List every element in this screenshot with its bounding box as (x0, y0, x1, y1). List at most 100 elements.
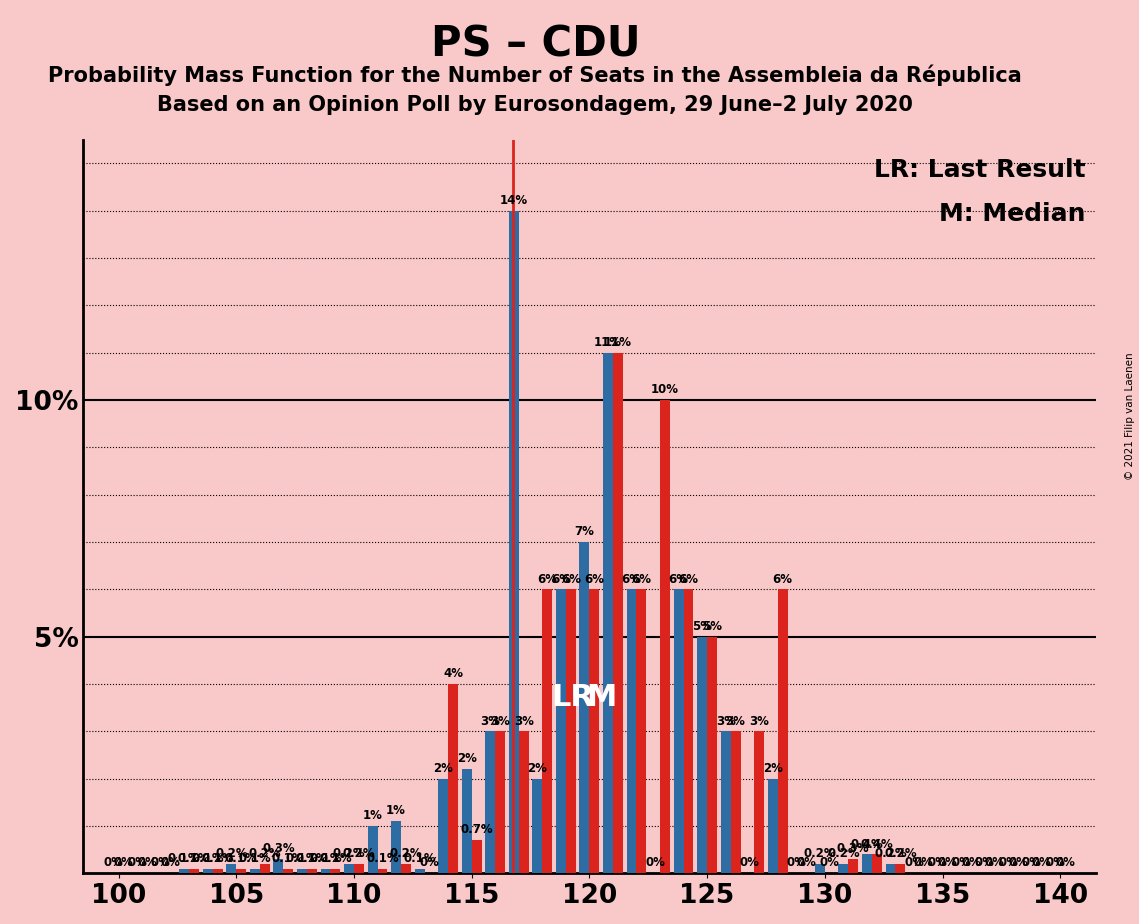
Text: 0%: 0% (961, 857, 981, 869)
Bar (472, 840, 482, 873)
Text: 6%: 6% (551, 573, 571, 586)
Bar (721, 731, 730, 873)
Text: 0%: 0% (739, 857, 760, 869)
Bar (518, 731, 528, 873)
Bar (659, 400, 670, 873)
Text: 6%: 6% (584, 573, 605, 586)
Text: 1%: 1% (386, 805, 405, 818)
Text: © 2021 Filip van Laenen: © 2021 Filip van Laenen (1125, 352, 1134, 480)
Bar (838, 864, 849, 873)
Bar (284, 869, 293, 873)
Bar (814, 864, 825, 873)
Text: 0%: 0% (820, 857, 839, 869)
Bar (556, 590, 566, 873)
Text: 0%: 0% (161, 857, 180, 869)
Text: 0.2%: 0.2% (343, 847, 375, 860)
Bar (509, 211, 518, 873)
Text: 2%: 2% (433, 762, 453, 775)
Text: 5%: 5% (702, 620, 722, 633)
Text: 0.1%: 0.1% (286, 852, 318, 865)
Bar (368, 826, 377, 873)
Bar (461, 769, 472, 873)
Bar (401, 864, 411, 873)
Bar (683, 590, 694, 873)
Text: 0.4%: 0.4% (851, 837, 884, 851)
Text: 6%: 6% (679, 573, 698, 586)
Bar (768, 779, 778, 873)
Bar (189, 869, 199, 873)
Text: 0.2%: 0.2% (215, 847, 247, 860)
Text: 0.2%: 0.2% (884, 847, 917, 860)
Text: M: M (585, 684, 616, 712)
Text: 0.1%: 0.1% (167, 852, 200, 865)
Text: 7%: 7% (574, 525, 595, 538)
Text: 3%: 3% (481, 714, 500, 727)
Text: 10%: 10% (652, 383, 679, 396)
Text: 6%: 6% (669, 573, 689, 586)
Text: 0.1%: 0.1% (295, 852, 328, 865)
Text: 0.1%: 0.1% (191, 852, 224, 865)
Text: 0%: 0% (796, 857, 817, 869)
Bar (330, 869, 341, 873)
Text: Probability Mass Function for the Number of Seats in the Assembleia da Républica: Probability Mass Function for the Number… (49, 65, 1022, 86)
Bar (849, 859, 858, 873)
Bar (637, 590, 646, 873)
Text: 2%: 2% (527, 762, 548, 775)
Text: 11%: 11% (593, 336, 622, 349)
Text: 4%: 4% (443, 667, 464, 680)
Text: 2%: 2% (457, 752, 476, 765)
Text: 0.1%: 0.1% (319, 852, 352, 865)
Text: 0.1%: 0.1% (224, 852, 257, 865)
Text: 0.4%: 0.4% (860, 837, 893, 851)
Bar (589, 590, 599, 873)
Bar (580, 542, 589, 873)
Text: 0%: 0% (104, 857, 123, 869)
Text: 0.2%: 0.2% (333, 847, 366, 860)
Text: 6%: 6% (622, 573, 641, 586)
Bar (415, 869, 425, 873)
Text: 0%: 0% (419, 857, 440, 869)
Text: 0.3%: 0.3% (837, 843, 869, 856)
Bar (213, 869, 222, 873)
Text: 6%: 6% (560, 573, 581, 586)
Text: 0%: 0% (951, 857, 972, 869)
Bar (377, 869, 387, 873)
Bar (566, 590, 575, 873)
Text: LR: Last Result: LR: Last Result (874, 158, 1085, 182)
Bar (306, 869, 317, 873)
Bar (673, 590, 683, 873)
Bar (203, 869, 213, 873)
Text: M: Median: M: Median (939, 202, 1085, 226)
Text: 0.2%: 0.2% (874, 847, 907, 860)
Bar (697, 637, 707, 873)
Text: 3%: 3% (715, 714, 736, 727)
Text: 1%: 1% (362, 809, 383, 822)
Bar (179, 869, 189, 873)
Text: 0.7%: 0.7% (460, 823, 493, 836)
Bar (885, 864, 895, 873)
Bar (320, 869, 330, 873)
Text: 0%: 0% (1032, 857, 1051, 869)
Text: PS – CDU: PS – CDU (431, 23, 640, 65)
Text: 0%: 0% (904, 857, 924, 869)
Text: 3%: 3% (726, 714, 746, 727)
Text: 3%: 3% (490, 714, 510, 727)
Bar (249, 869, 260, 873)
Text: 11%: 11% (604, 336, 632, 349)
Bar (542, 590, 552, 873)
Text: 3%: 3% (749, 714, 769, 727)
Text: 0%: 0% (128, 857, 147, 869)
Text: 0%: 0% (937, 857, 958, 869)
Bar (626, 590, 637, 873)
Text: 0%: 0% (1055, 857, 1075, 869)
Text: 0%: 0% (114, 857, 133, 869)
Text: 0%: 0% (137, 857, 157, 869)
Bar (532, 779, 542, 873)
Bar (613, 353, 623, 873)
Text: 0.1%: 0.1% (309, 852, 342, 865)
Text: 0%: 0% (1008, 857, 1029, 869)
Text: LR: LR (551, 684, 595, 712)
Text: 0%: 0% (984, 857, 1005, 869)
Text: 14%: 14% (500, 194, 527, 207)
Bar (354, 864, 363, 873)
